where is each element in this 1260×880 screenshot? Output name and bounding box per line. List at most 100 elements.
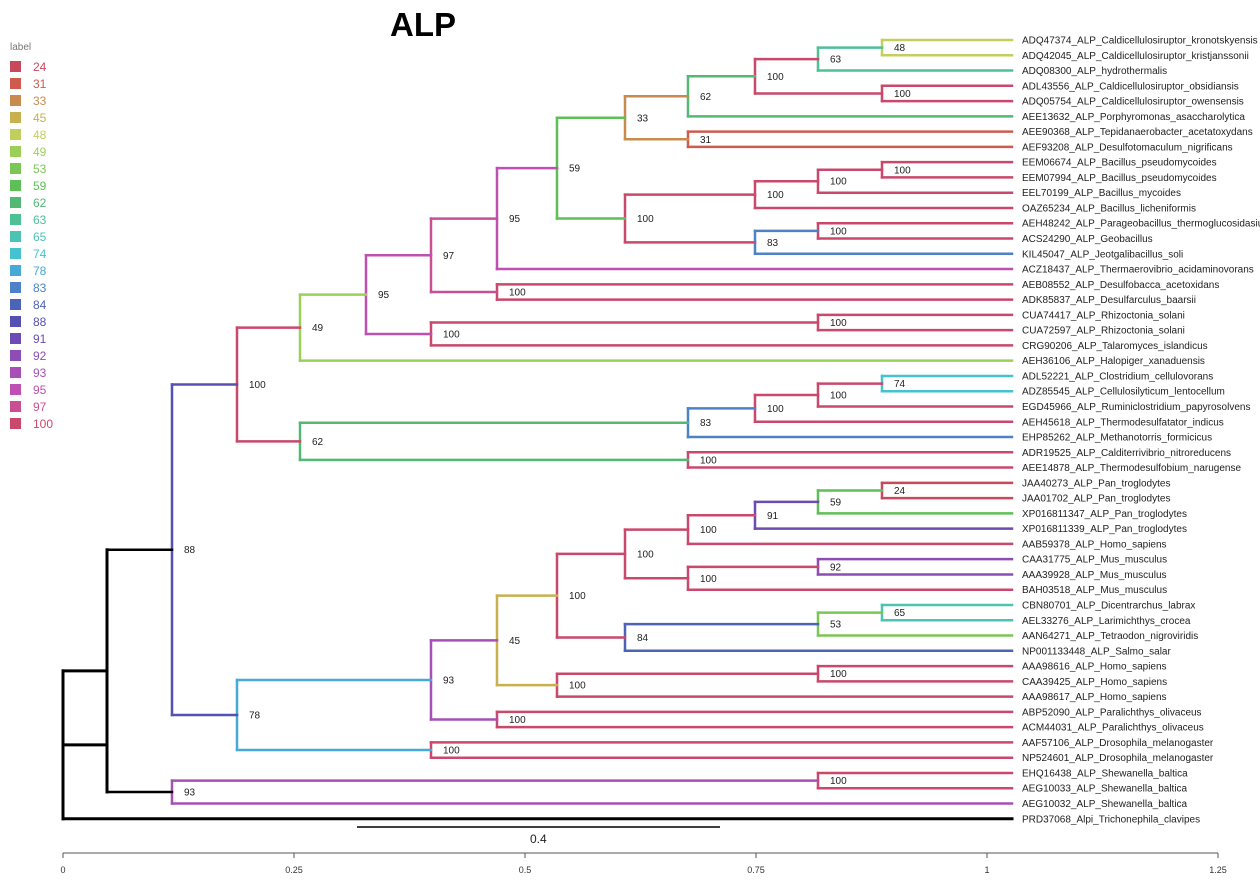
node-support-value: 97 [443,251,455,262]
node-support-value: 78 [249,711,261,722]
tip-label: EGD45966_ALP_Ruminiclostridium_papyrosol… [1022,402,1250,413]
tip-label: AEB08552_ALP_Desulfobacca_acetoxidans [1022,280,1219,291]
legend-swatch [10,78,21,89]
node-support-value: 83 [767,238,779,249]
tree-branches [61,38,1014,821]
tip-label: AEF93208_ALP_Desulfotomaculum_nigrifican… [1022,142,1233,153]
node-support-value: 48 [894,43,906,54]
tip-label: AEG10032_ALP_Shewanella_baltica [1022,799,1188,810]
node-support-value: 53 [830,620,842,631]
node-support-value: 88 [184,545,196,556]
tip-label: PRD37068_Alpi_Trichonephila_clavipes [1022,814,1200,825]
node-support-value: 45 [509,636,521,647]
legend-swatch [10,282,21,293]
legend-item: 100 [10,415,53,432]
legend-swatch [10,163,21,174]
legend-item: 88 [10,313,53,330]
legend-label: 83 [33,280,47,295]
legend-label: 59 [33,178,47,193]
tip-label: OAZ65234_ALP_Bacillus_licheniformis [1022,203,1196,214]
tip-label: AAA98617_ALP_Homo_sapiens [1022,692,1167,703]
legend-swatch [10,180,21,191]
x-axis: 0 0.25 0.5 0.75 1 1.25 [60,852,1227,875]
tip-label: ACS24290_ALP_Geobacillus [1022,234,1153,245]
legend-label: 91 [33,331,47,346]
node-support-value: 65 [894,608,906,619]
tip-label: EHQ16438_ALP_Shewanella_baltica [1022,768,1188,779]
node-support-value: 95 [378,290,390,301]
node-support-value: 100 [700,574,717,585]
node-support-value: 93 [443,675,455,686]
legend-item: 84 [10,296,53,313]
legend-swatch [10,316,21,327]
node-support-value: 31 [700,135,712,146]
legend-label: 97 [33,399,47,414]
legend-label: 45 [33,110,47,125]
tip-label: AEE90368_ALP_Tepidanaerobacter_acetatoxy… [1022,127,1253,138]
legend-item: 74 [10,245,53,262]
tip-label: AEH36106_ALP_Halopiger_xanaduensis [1022,356,1205,367]
node-support-value: 100 [700,455,717,466]
tip-label: XP016811347_ALP_Pan_troglodytes [1022,509,1187,520]
tip-label: ACZ18437_ALP_Thermaerovibrio_acidaminovo… [1022,265,1254,276]
node-support-value: 62 [700,92,712,103]
tip-label: XP016811339_ALP_Pan_troglodytes [1022,524,1187,535]
node-support-value: 100 [767,190,784,201]
legend-swatch [10,214,21,225]
legend-label: 88 [33,314,47,329]
node-support-value: 100 [637,549,654,560]
tip-label: ABP52090_ALP_Paralichthys_olivaceus [1022,707,1202,718]
legend-label: 63 [33,212,47,227]
legend-item: 63 [10,211,53,228]
legend-swatch [10,367,21,378]
legend-label: 65 [33,229,47,244]
legend-label: 24 [33,59,47,74]
legend-label: 49 [33,144,47,159]
legend-swatch [10,112,21,123]
legend-swatch [10,248,21,259]
x-axis-tick-label: 0.75 [747,865,765,875]
tip-label: EHP85262_ALP_Methanotorris_formicicus [1022,433,1212,444]
tip-label: EEM07994_ALP_Bacillus_pseudomycoides [1022,173,1217,184]
legend-label: 100 [33,416,54,431]
tip-label: AAA98616_ALP_Homo_sapiens [1022,662,1167,673]
node-support-value: 95 [509,214,521,225]
tree-title: ALP [390,6,456,43]
scale-bar-label: 0.4 [530,832,547,846]
node-support-value: 100 [830,776,847,787]
tip-label: CUA72597_ALP_Rhizoctonia_solani [1022,326,1185,337]
node-support-value: 59 [830,497,842,508]
legend-item: 97 [10,398,53,415]
node-support-value: 100 [569,591,586,602]
legend-swatch [10,384,21,395]
legend-label: 92 [33,348,47,363]
node-support-value: 100 [767,72,784,83]
node-support-value: 63 [830,55,842,66]
legend-label: 74 [33,246,47,261]
node-support-value: 100 [830,669,847,680]
node-support-value: 62 [312,437,324,448]
node-support-value: 93 [184,788,196,799]
tip-label: AAF57106_ALP_Drosophila_melanogaster [1022,738,1214,749]
legend-item: 24 [10,58,53,75]
legend-item: 93 [10,364,53,381]
legend-item: 65 [10,228,53,245]
node-support-labels: 48 63 100 100 62 31 33 100 100 100 100 83 100 59 95 100… [184,43,911,798]
legend-label: 48 [33,127,47,142]
tip-label: ADQ05754_ALP_Caldicellulosiruptor_owense… [1022,97,1244,108]
node-support-value: 100 [637,214,654,225]
tip-label: NP001133448_ALP_Salmo_salar [1022,646,1171,657]
node-support-value: 100 [830,318,847,329]
legend-item: 83 [10,279,53,296]
legend-swatch [10,61,21,72]
legend-item: 45 [10,109,53,126]
node-support-value: 84 [637,633,649,644]
tip-label: ADR19525_ALP_Calditerrivibrio_nitroreduc… [1022,448,1231,459]
tip-label: ADK85837_ALP_Desulfarculus_baarsii [1022,295,1196,306]
legend-item: 59 [10,177,53,194]
legend-item: 33 [10,92,53,109]
node-support-value: 100 [249,380,266,391]
legend-item: 78 [10,262,53,279]
legend-swatch [10,350,21,361]
